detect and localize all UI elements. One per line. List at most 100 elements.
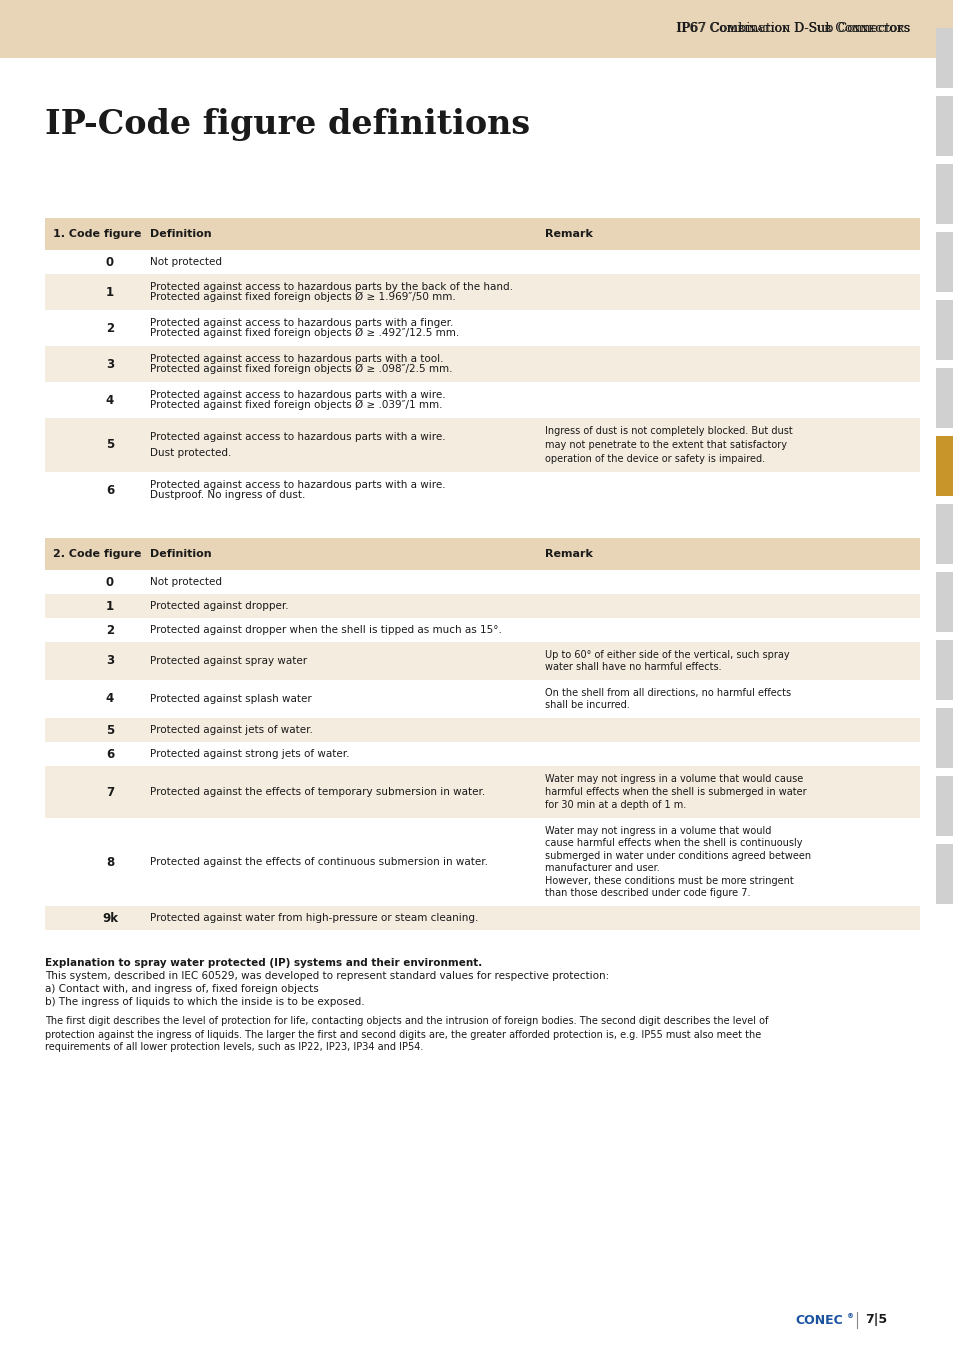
Text: This system, described in IEC 60529, was developed to represent standard values : This system, described in IEC 60529, was… xyxy=(45,971,609,981)
Text: manufacturer and user.: manufacturer and user. xyxy=(544,863,659,873)
Text: submerged in water under conditions agreed between: submerged in water under conditions agre… xyxy=(544,850,810,861)
Text: operation of the device or safety is impaired.: operation of the device or safety is imp… xyxy=(544,454,764,463)
Text: Explanation to spray water protected (IP) systems and their environment.: Explanation to spray water protected (IP… xyxy=(45,958,482,968)
Bar xyxy=(45,680,919,718)
Text: Protected against dropper when the shell is tipped as much as 15°.: Protected against dropper when the shell… xyxy=(150,625,501,634)
Text: Protected against dropper.: Protected against dropper. xyxy=(150,601,289,612)
Bar xyxy=(45,217,919,250)
Text: 1. Code figure: 1. Code figure xyxy=(53,230,141,239)
Bar xyxy=(45,418,919,472)
Text: 2: 2 xyxy=(106,321,114,335)
Bar xyxy=(45,274,919,310)
Text: CONEC: CONEC xyxy=(794,1314,841,1327)
Text: Protected against the effects of temporary submersion in water.: Protected against the effects of tempora… xyxy=(150,787,485,796)
Text: Protected against the effects of continuous submersion in water.: Protected against the effects of continu… xyxy=(150,857,488,867)
Text: Definition: Definition xyxy=(150,549,212,559)
Text: Protected against fixed foreign objects Ø ≥ .098″/2.5 mm.: Protected against fixed foreign objects … xyxy=(150,364,452,374)
Text: 6: 6 xyxy=(106,748,114,760)
Text: requirements of all lower protection levels, such as IP22, IP23, IP34 and IP54.: requirements of all lower protection lev… xyxy=(45,1042,423,1053)
Text: ®: ® xyxy=(846,1314,853,1319)
Text: IP67 Combination D-Sub Connectors: IP67 Combination D-Sub Connectors xyxy=(676,23,909,35)
Bar xyxy=(45,594,919,618)
Text: 3: 3 xyxy=(106,655,114,667)
Text: a) Contact with, and ingress of, fixed foreign objects: a) Contact with, and ingress of, fixed f… xyxy=(45,984,318,994)
Bar xyxy=(935,28,953,88)
Text: Protected against jets of water.: Protected against jets of water. xyxy=(150,725,313,734)
Text: 7: 7 xyxy=(106,786,114,798)
Bar xyxy=(935,96,953,157)
Text: 5: 5 xyxy=(106,439,114,451)
Text: IP-Code figure definitions: IP-Code figure definitions xyxy=(45,108,530,140)
Text: 6: 6 xyxy=(106,483,114,497)
Text: Protected against fixed foreign objects Ø ≥ 1.969″/50 mm.: Protected against fixed foreign objects … xyxy=(150,292,456,302)
Bar xyxy=(45,346,919,382)
Text: Protected against access to hazardous parts with a wire.: Protected against access to hazardous pa… xyxy=(150,432,445,443)
Text: Protected against strong jets of water.: Protected against strong jets of water. xyxy=(150,749,349,759)
Text: shall be incurred.: shall be incurred. xyxy=(544,701,629,710)
Text: 4: 4 xyxy=(106,393,114,406)
Text: Protected against spray water: Protected against spray water xyxy=(150,656,307,666)
Bar xyxy=(935,436,953,495)
Text: Protected against access to hazardous parts by the back of the hand.: Protected against access to hazardous pa… xyxy=(150,282,513,292)
Bar xyxy=(45,906,919,930)
Bar xyxy=(935,640,953,701)
Bar xyxy=(935,504,953,564)
Text: Protected against access to hazardous parts with a wire.: Protected against access to hazardous pa… xyxy=(150,481,445,490)
Text: Ingress of dust is not completely blocked. But dust: Ingress of dust is not completely blocke… xyxy=(544,427,792,436)
Text: Protected against access to hazardous parts with a tool.: Protected against access to hazardous pa… xyxy=(150,354,443,364)
Text: 9k: 9k xyxy=(102,911,118,925)
Text: On the shell from all directions, no harmful effects: On the shell from all directions, no har… xyxy=(544,687,790,698)
Text: 2. Code figure: 2. Code figure xyxy=(53,549,141,559)
Bar xyxy=(935,300,953,360)
Text: may not penetrate to the extent that satisfactory: may not penetrate to the extent that sat… xyxy=(544,440,786,450)
Bar xyxy=(45,718,919,743)
Bar xyxy=(45,539,919,570)
Text: 1: 1 xyxy=(106,599,114,613)
Text: 2: 2 xyxy=(106,624,114,636)
Text: water shall have no harmful effects.: water shall have no harmful effects. xyxy=(544,663,720,672)
Text: 1: 1 xyxy=(106,285,114,298)
Bar xyxy=(45,818,919,906)
Bar xyxy=(45,743,919,765)
Text: 0: 0 xyxy=(106,255,114,269)
Text: 7|5: 7|5 xyxy=(864,1314,886,1327)
Bar xyxy=(45,310,919,346)
Text: Not protected: Not protected xyxy=(150,256,222,267)
Text: Remark: Remark xyxy=(544,230,592,239)
Text: Not protected: Not protected xyxy=(150,576,222,587)
Bar xyxy=(45,618,919,643)
Bar xyxy=(935,163,953,224)
Text: Dust protected.: Dust protected. xyxy=(150,448,232,458)
Text: Remark: Remark xyxy=(544,549,592,559)
Bar xyxy=(45,382,919,418)
Text: 4: 4 xyxy=(106,693,114,706)
Text: Protected against water from high-pressure or steam cleaning.: Protected against water from high-pressu… xyxy=(150,913,477,923)
Text: Protected against fixed foreign objects Ø ≥ .039″/1 mm.: Protected against fixed foreign objects … xyxy=(150,400,442,410)
Text: Dustproof. No ingress of dust.: Dustproof. No ingress of dust. xyxy=(150,490,305,500)
Text: 8: 8 xyxy=(106,856,114,868)
Text: Up to 60° of either side of the vertical, such spray: Up to 60° of either side of the vertical… xyxy=(544,649,789,660)
Text: 0: 0 xyxy=(106,575,114,589)
Bar xyxy=(935,776,953,836)
Text: Water may not ingress in a volume that would: Water may not ingress in a volume that w… xyxy=(544,826,771,836)
Text: Water may not ingress in a volume that would cause: Water may not ingress in a volume that w… xyxy=(544,774,802,784)
Text: However, these conditions must be more stringent: However, these conditions must be more s… xyxy=(544,876,793,886)
Bar xyxy=(935,844,953,904)
Bar xyxy=(45,250,919,274)
Bar xyxy=(935,232,953,292)
Bar xyxy=(45,570,919,594)
Text: than those described under code figure 7.: than those described under code figure 7… xyxy=(544,888,750,899)
Bar xyxy=(45,765,919,818)
Text: Protected against fixed foreign objects Ø ≥ .492″/12.5 mm.: Protected against fixed foreign objects … xyxy=(150,328,458,338)
Text: cause harmful effects when the shell is continuously: cause harmful effects when the shell is … xyxy=(544,838,801,848)
Text: b) The ingress of liquids to which the inside is to be exposed.: b) The ingress of liquids to which the i… xyxy=(45,998,364,1007)
Text: Definition: Definition xyxy=(150,230,212,239)
Text: 5: 5 xyxy=(106,724,114,737)
Text: IP67 Cᴏᴍʙɪɴᴀᴛɪᴏɴ D-Sᴜʙ Cᴏɴɴᴇᴄᴛᴏʀs: IP67 Cᴏᴍʙɪɴᴀᴛɪᴏɴ D-Sᴜʙ Cᴏɴɴᴇᴄᴛᴏʀs xyxy=(676,23,909,35)
Bar xyxy=(935,369,953,428)
Text: protection against the ingress of liquids. The larger the first and second digit: protection against the ingress of liquid… xyxy=(45,1030,760,1040)
Text: 3: 3 xyxy=(106,358,114,370)
Text: Protected against access to hazardous parts with a wire.: Protected against access to hazardous pa… xyxy=(150,390,445,400)
Text: Protected against access to hazardous parts with a finger.: Protected against access to hazardous pa… xyxy=(150,319,453,328)
Text: harmful effects when the shell is submerged in water: harmful effects when the shell is submer… xyxy=(544,787,806,796)
